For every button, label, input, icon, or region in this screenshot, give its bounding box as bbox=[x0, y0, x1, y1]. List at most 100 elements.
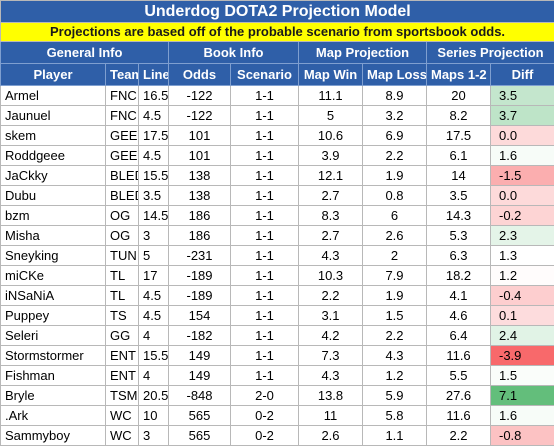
cell: 3.5 bbox=[426, 185, 491, 206]
column-header: Diff bbox=[489, 63, 554, 86]
diff-cell: -0.4 bbox=[489, 285, 554, 306]
cell: 2.2 bbox=[298, 285, 363, 306]
cell: 3.5 bbox=[138, 185, 169, 206]
cell: 1.9 bbox=[362, 165, 427, 186]
diff-cell: 1.3 bbox=[489, 245, 554, 266]
subtitle: Projections are based off of the probabl… bbox=[0, 22, 554, 42]
cell: 0.8 bbox=[362, 185, 427, 206]
group-header: General Info bbox=[0, 41, 169, 64]
cell: GEEK bbox=[105, 125, 139, 146]
cell: 1-1 bbox=[230, 125, 299, 146]
cell: 13.8 bbox=[298, 385, 363, 406]
cell: 4.1 bbox=[426, 285, 491, 306]
cell: OG bbox=[105, 225, 139, 246]
cell: 6.1 bbox=[426, 145, 491, 166]
cell: 2.7 bbox=[298, 185, 363, 206]
cell: 27.6 bbox=[426, 385, 491, 406]
cell: FNC bbox=[105, 85, 139, 106]
cell: TL bbox=[105, 265, 139, 286]
cell: 2.7 bbox=[298, 225, 363, 246]
cell: 8.2 bbox=[426, 105, 491, 126]
cell: 12.1 bbox=[298, 165, 363, 186]
cell: 17.5 bbox=[138, 125, 169, 146]
cell: 1-1 bbox=[230, 225, 299, 246]
cell: 3.9 bbox=[298, 145, 363, 166]
cell: 149 bbox=[168, 345, 231, 366]
cell: 1-1 bbox=[230, 245, 299, 266]
cell: -189 bbox=[168, 265, 231, 286]
cell: 1-1 bbox=[230, 105, 299, 126]
table-row: bzm OG 14.5 186 1-1 8.3 6 14.3 -0.2 bbox=[0, 205, 554, 226]
diff-cell: 1.6 bbox=[489, 405, 554, 426]
diff-cell: 0.0 bbox=[489, 125, 554, 146]
cell: 8.3 bbox=[298, 205, 363, 226]
cell: iNSaNiA bbox=[0, 285, 106, 306]
cell: 186 bbox=[168, 225, 231, 246]
cell: TL bbox=[105, 285, 139, 306]
cell: 15.5 bbox=[138, 165, 169, 186]
table-row: Puppey TS 4.5 154 1-1 3.1 1.5 4.6 0.1 bbox=[0, 305, 554, 326]
table-row: Bryle TSM 20.5 -848 2-0 13.8 5.9 27.6 7.1 bbox=[0, 385, 554, 406]
cell: 1-1 bbox=[230, 165, 299, 186]
cell: 4.5 bbox=[138, 305, 169, 326]
diff-cell: 3.5 bbox=[489, 85, 554, 106]
diff-cell: -0.2 bbox=[489, 205, 554, 226]
cell: FNC bbox=[105, 105, 139, 126]
cell: OG bbox=[105, 205, 139, 226]
table-row: Stormstormer ENT 15.5 149 1-1 7.3 4.3 11.6 -3.9 bbox=[0, 345, 554, 366]
cell: 6 bbox=[362, 205, 427, 226]
cell: 2.2 bbox=[426, 425, 491, 446]
cell: 11.1 bbox=[298, 85, 363, 106]
cell: 6.4 bbox=[426, 325, 491, 346]
cell: 1-1 bbox=[230, 265, 299, 286]
diff-cell: -0.8 bbox=[489, 425, 554, 446]
cell: 11.6 bbox=[426, 405, 491, 426]
table-row: Sneyking TUN 5 -231 1-1 4.3 2 6.3 1.3 bbox=[0, 245, 554, 266]
cell: 18.2 bbox=[426, 265, 491, 286]
cell: 7.9 bbox=[362, 265, 427, 286]
cell: Bryle bbox=[0, 385, 106, 406]
diff-cell: 0.0 bbox=[489, 185, 554, 206]
diff-cell: 7.1 bbox=[489, 385, 554, 406]
group-header: Series Projection bbox=[425, 41, 554, 64]
cell: Jaunuel bbox=[0, 105, 106, 126]
cell: 4.5 bbox=[138, 145, 169, 166]
cell: 4 bbox=[138, 325, 169, 346]
cell: -189 bbox=[168, 285, 231, 306]
cell: 10.3 bbox=[298, 265, 363, 286]
cell: 154 bbox=[168, 305, 231, 326]
cell: 138 bbox=[168, 185, 231, 206]
cell: ENT bbox=[105, 345, 139, 366]
diff-cell: 2.3 bbox=[489, 225, 554, 246]
cell: 3.1 bbox=[298, 305, 363, 326]
cell: skem bbox=[0, 125, 106, 146]
cell: 149 bbox=[168, 365, 231, 386]
cell: -182 bbox=[168, 325, 231, 346]
cell: 4.3 bbox=[298, 365, 363, 386]
cell: 1-1 bbox=[230, 365, 299, 386]
cell: 4 bbox=[138, 365, 169, 386]
cell: 3 bbox=[138, 425, 169, 446]
cell: JaCkky bbox=[0, 165, 106, 186]
cell: TS bbox=[105, 305, 139, 326]
cell: 11 bbox=[298, 405, 363, 426]
title: Underdog DOTA2 Projection Model bbox=[0, 0, 554, 23]
cell: 1-1 bbox=[230, 185, 299, 206]
cell: .Ark bbox=[0, 405, 106, 426]
cell: 7.3 bbox=[298, 345, 363, 366]
cell: 1-1 bbox=[230, 325, 299, 346]
cell: 6.9 bbox=[362, 125, 427, 146]
cell: 2 bbox=[362, 245, 427, 266]
cell: 5 bbox=[138, 245, 169, 266]
column-header: Team bbox=[105, 63, 139, 86]
table-row: Jaunuel FNC 4.5 -122 1-1 5 3.2 8.2 3.7 bbox=[0, 105, 554, 126]
cell: 1-1 bbox=[230, 285, 299, 306]
cell: ENT bbox=[105, 365, 139, 386]
cell: Stormstormer bbox=[0, 345, 106, 366]
cell: -848 bbox=[168, 385, 231, 406]
diff-cell: -1.5 bbox=[489, 165, 554, 186]
cell: 4.3 bbox=[362, 345, 427, 366]
